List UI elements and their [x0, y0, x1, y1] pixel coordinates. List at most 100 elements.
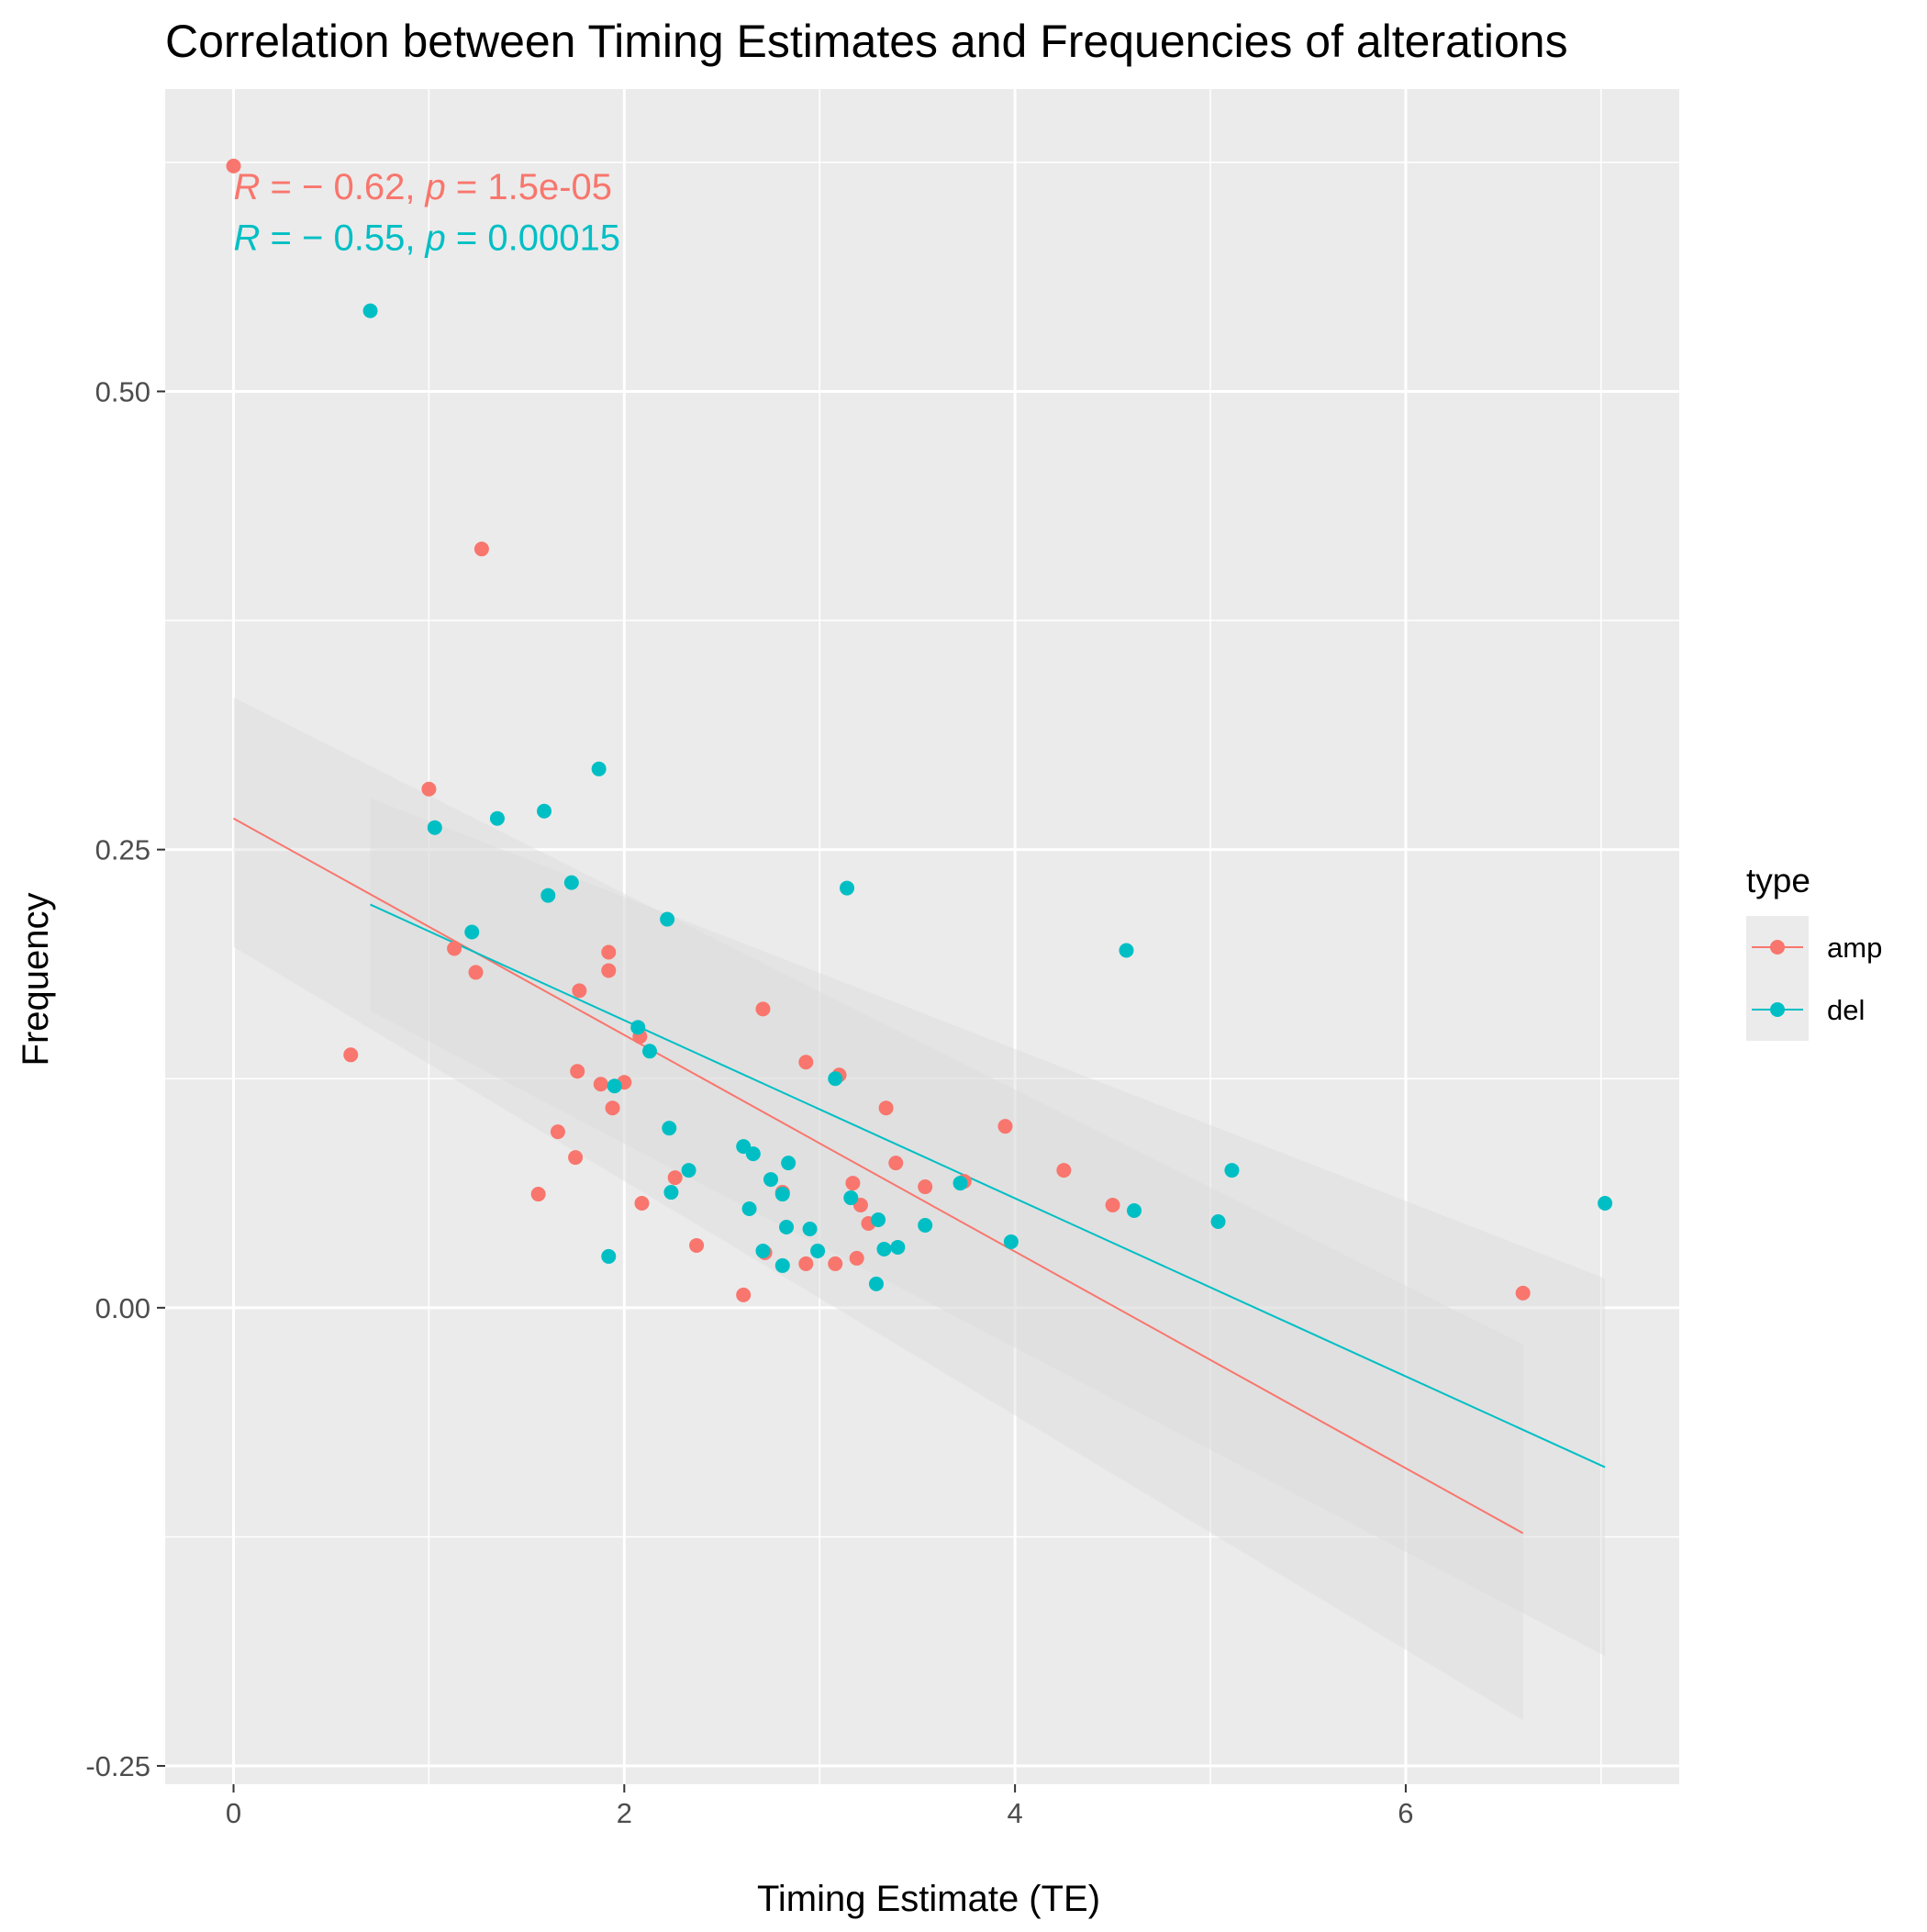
point-del: [763, 1172, 778, 1188]
point-del: [591, 761, 607, 776]
legend-label-amp: amp: [1827, 932, 1882, 964]
point-del: [601, 1248, 617, 1264]
x-tick-label: 0: [226, 1797, 241, 1829]
point-del: [843, 1190, 859, 1206]
point-del: [876, 1241, 892, 1256]
point-del: [660, 911, 675, 927]
legend: type amp del: [1746, 862, 1882, 1041]
point-amp: [530, 1187, 546, 1202]
point-amp: [1105, 1198, 1120, 1213]
point-amp: [447, 941, 462, 956]
point-del: [1003, 1234, 1019, 1249]
point-amp: [570, 1064, 585, 1079]
annotation-amp: R = − 0.62, p = 1.5e-05: [234, 167, 613, 207]
point-del: [662, 1121, 677, 1136]
point-del: [681, 1163, 696, 1178]
point-del: [840, 880, 855, 896]
ci-ribbon-amp: [233, 697, 1523, 1721]
data-points: [226, 158, 1613, 1302]
point-del: [779, 1219, 795, 1234]
point-del: [1127, 1203, 1142, 1219]
legend-label-del: del: [1827, 994, 1865, 1026]
point-amp: [888, 1156, 904, 1171]
plot-panel: [165, 89, 1679, 1784]
point-amp: [798, 1055, 814, 1070]
x-tick-label: 4: [1008, 1797, 1023, 1829]
point-del: [918, 1217, 933, 1233]
y-tick-label: 0.00: [95, 1292, 150, 1324]
point-amp: [878, 1100, 894, 1116]
fit-line-amp: [233, 817, 1524, 1535]
point-del: [802, 1221, 818, 1236]
y-axis-title: Frequency: [16, 893, 56, 1067]
point-amp: [798, 1256, 814, 1271]
point-del: [489, 810, 505, 826]
point-del: [1598, 1196, 1613, 1212]
point-del: [607, 1078, 622, 1094]
point-amp: [849, 1250, 864, 1266]
point-amp: [736, 1287, 752, 1302]
point-amp: [473, 542, 489, 557]
point-amp: [689, 1237, 705, 1253]
point-del: [642, 1044, 657, 1059]
point-del: [1210, 1213, 1226, 1229]
point-del: [1119, 943, 1134, 958]
point-amp: [997, 1119, 1013, 1134]
point-del: [741, 1201, 757, 1217]
point-amp: [550, 1124, 565, 1140]
point-amp: [572, 983, 587, 999]
point-del: [781, 1156, 796, 1171]
point-del: [828, 1071, 843, 1087]
axes: 0 2 4 6 -0.25 0.00 0.25 0.50: [85, 375, 1413, 1829]
point-del: [563, 875, 579, 890]
confidence-ribbons: [233, 697, 1606, 1721]
point-del: [362, 303, 378, 318]
point-amp: [828, 1256, 843, 1271]
point-del: [1224, 1163, 1240, 1178]
point-amp: [667, 1170, 683, 1186]
point-amp: [226, 158, 241, 173]
point-del: [774, 1257, 790, 1273]
point-amp: [601, 963, 617, 978]
point-del: [871, 1212, 886, 1227]
point-amp: [593, 1077, 608, 1092]
point-del: [774, 1187, 790, 1202]
grid-major: [165, 89, 1679, 1784]
point-amp: [421, 781, 437, 797]
point-del: [755, 1243, 771, 1258]
point-amp: [1515, 1285, 1531, 1301]
legend-title: type: [1746, 862, 1810, 899]
point-del: [427, 820, 442, 835]
y-tick-label: -0.25: [85, 1750, 150, 1782]
x-axis-title: Timing Estimate (TE): [757, 1879, 1100, 1919]
point-amp: [918, 1179, 933, 1195]
point-amp: [343, 1047, 359, 1063]
point-amp: [605, 1100, 620, 1116]
point-amp: [601, 944, 617, 960]
legend-point-amp: [1770, 940, 1785, 955]
point-del: [952, 1176, 968, 1191]
x-tick-label: 2: [617, 1797, 632, 1829]
correlation-annotations: R = − 0.62, p = 1.5e-05 R = − 0.55, p = 0…: [234, 167, 620, 259]
point-del: [630, 1020, 646, 1035]
legend-point-del: [1770, 1002, 1785, 1017]
point-del: [890, 1239, 906, 1255]
fit-line-del: [370, 903, 1606, 1469]
point-amp: [568, 1150, 584, 1166]
point-del: [537, 803, 552, 819]
point-del: [745, 1146, 761, 1162]
point-del: [464, 924, 480, 940]
y-tick-label: 0.50: [95, 375, 150, 408]
point-amp: [1056, 1163, 1072, 1178]
ci-ribbon-del: [370, 798, 1606, 1657]
point-del: [810, 1243, 826, 1258]
point-del: [663, 1185, 679, 1201]
fit-lines: [233, 817, 1606, 1535]
point-amp: [468, 965, 484, 980]
point-amp: [634, 1196, 650, 1212]
chart-title: Correlation between Timing Estimates and…: [165, 16, 1568, 67]
point-amp: [845, 1176, 861, 1191]
annotation-del: R = − 0.55, p = 0.00015: [234, 218, 620, 259]
x-tick-label: 6: [1398, 1797, 1413, 1829]
point-del: [540, 888, 556, 903]
